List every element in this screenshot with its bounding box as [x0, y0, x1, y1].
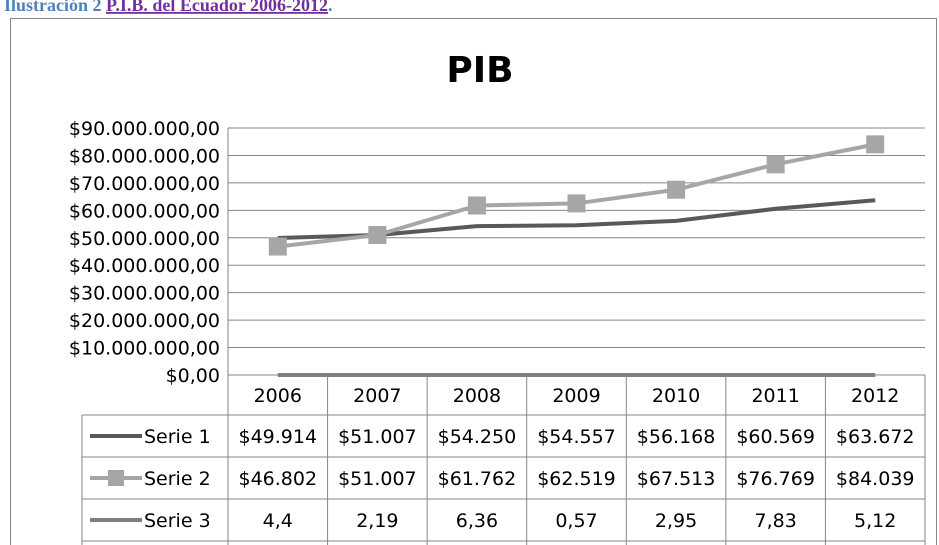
table-value: $84.039: [836, 468, 915, 490]
legend-marker: [108, 470, 124, 486]
caption: Ilustración 2 P.I.B. del Ecuador 2006-20…: [4, 0, 333, 15]
y-tick-label: $80.000.000,00: [69, 145, 220, 167]
y-tick-label: $0,00: [166, 365, 220, 387]
y-tick-label: $30.000.000,00: [69, 283, 220, 305]
table-value: 5,12: [854, 510, 896, 532]
y-tick-label: $40.000.000,00: [69, 255, 220, 277]
x-tick-label: 2009: [552, 385, 600, 407]
marker: [866, 135, 885, 154]
y-tick-label: $10.000.000,00: [69, 338, 220, 360]
table-value: 7,83: [754, 510, 796, 532]
x-tick-label: 2007: [353, 385, 401, 407]
chart-title: PIB: [446, 50, 513, 91]
caption-label: Ilustración 2: [4, 0, 102, 15]
table-value: $49.914: [238, 426, 317, 448]
table-value: $56.168: [637, 426, 716, 448]
marker: [567, 194, 586, 213]
x-tick-label: 2012: [851, 385, 899, 407]
table-value: $54.557: [537, 426, 616, 448]
caption-link[interactable]: P.I.B. del Ecuador 2006-2012: [106, 0, 328, 15]
marker: [766, 155, 785, 174]
table-value: 6,36: [456, 510, 498, 532]
y-tick-label: $50.000.000,00: [69, 228, 220, 250]
caption-end: .: [328, 0, 333, 15]
table-value: 2,19: [356, 510, 398, 532]
x-tick-label: 2008: [453, 385, 501, 407]
table-value: $76.769: [736, 468, 815, 490]
table-value: $46.802: [238, 468, 317, 490]
marker: [467, 196, 486, 215]
table-value: $54.250: [438, 426, 517, 448]
legend-label: Serie 2: [144, 468, 211, 490]
marker: [368, 226, 387, 245]
marker: [667, 180, 686, 199]
legend-label: Serie 1: [144, 426, 211, 448]
table-value: $67.513: [637, 468, 716, 490]
x-tick-label: 2011: [751, 385, 799, 407]
table-value: $51.007: [338, 426, 417, 448]
y-tick-label: $90.000.000,00: [69, 118, 220, 140]
table-value: $61.762: [438, 468, 517, 490]
table-value: $63.672: [836, 426, 915, 448]
x-tick-label: 2010: [652, 385, 700, 407]
marker: [268, 237, 287, 256]
legend-label: Serie 3: [144, 510, 211, 532]
table-value: 4,4: [263, 510, 293, 532]
table-value: $51.007: [338, 468, 417, 490]
y-tick-label: $20.000.000,00: [69, 310, 220, 332]
table-value: $62.519: [537, 468, 616, 490]
table-value: 0,57: [555, 510, 597, 532]
table-value: $60.569: [736, 426, 815, 448]
x-tick-label: 2006: [254, 385, 302, 407]
y-tick-label: $60.000.000,00: [69, 200, 220, 222]
y-tick-label: $70.000.000,00: [69, 173, 220, 195]
table-value: 2,95: [655, 510, 697, 532]
